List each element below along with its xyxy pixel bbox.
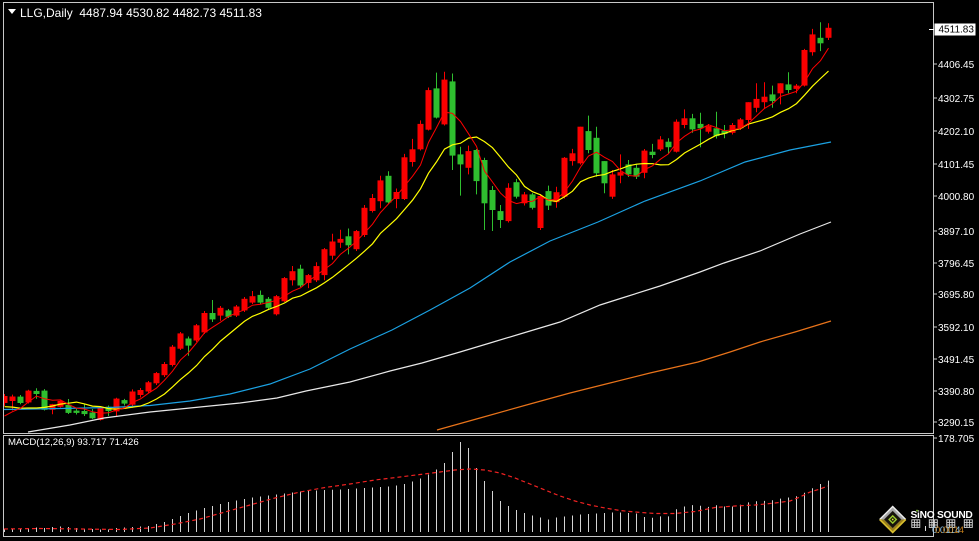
svg-text:MACD(12,26,9) 93.717 71.426: MACD(12,26,9) 93.717 71.426: [8, 437, 139, 448]
svg-text:0.0014: 0.0014: [935, 525, 964, 536]
svg-text:3390.80: 3390.80: [938, 387, 975, 398]
svg-text:SiNO SOUND: SiNO SOUND: [911, 510, 973, 521]
svg-text:0.0114: 0.0114: [932, 525, 960, 536]
svg-text:3592.10: 3592.10: [938, 323, 975, 334]
svg-text:3695.80: 3695.80: [938, 290, 975, 301]
svg-text:4511.83: 4511.83: [939, 25, 975, 36]
svg-text:178.705: 178.705: [938, 434, 975, 445]
svg-text:3897.10: 3897.10: [938, 227, 975, 238]
svg-text:3796.45: 3796.45: [938, 259, 975, 270]
svg-text:4406.45: 4406.45: [938, 60, 975, 71]
svg-text:4101.45: 4101.45: [938, 160, 975, 171]
svg-text:4202.10: 4202.10: [938, 127, 975, 138]
svg-text:3491.45: 3491.45: [938, 355, 975, 366]
svg-text:4302.75: 4302.75: [938, 94, 975, 105]
svg-text:3290.15: 3290.15: [938, 418, 975, 429]
svg-text:4000.80: 4000.80: [938, 192, 975, 203]
svg-text:LLG,Daily 4487.94 4530.82 448: LLG,Daily 4487.94 4530.82 4482.73 4511.8…: [20, 6, 262, 20]
